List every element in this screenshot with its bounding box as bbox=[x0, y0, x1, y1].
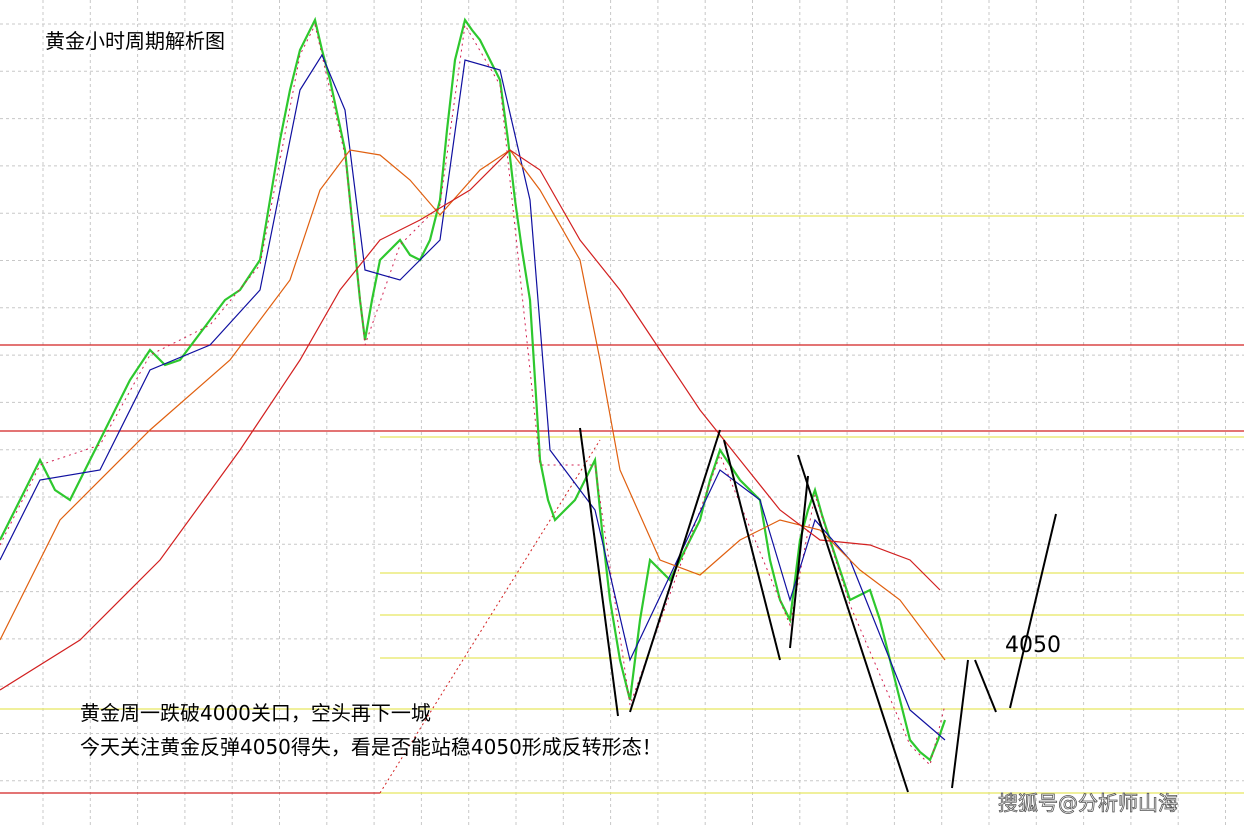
note: 黄金周一跌破4000关口，空头再下一城 bbox=[80, 701, 431, 725]
wave-line bbox=[1009, 513, 1057, 709]
wave-line bbox=[629, 429, 721, 713]
wave-line bbox=[974, 659, 997, 713]
wave-line bbox=[951, 659, 969, 789]
wave-line bbox=[579, 427, 619, 717]
wave-line bbox=[789, 475, 809, 649]
chart-title: 黄金小时周期解析图 bbox=[45, 29, 225, 53]
level-label: 4050 bbox=[1005, 633, 1061, 658]
levels bbox=[0, 215, 1244, 794]
projection bbox=[579, 427, 1057, 793]
note: 今天关注黄金反弹4050得失，看是否能站稳4050形成反转形态！ bbox=[80, 735, 662, 759]
trend-line bbox=[379, 439, 601, 794]
watermark: 搜狐号@分析师山海 bbox=[998, 791, 1178, 815]
wave-line bbox=[723, 439, 781, 661]
wave-line bbox=[797, 454, 909, 793]
price bbox=[0, 16, 947, 766]
